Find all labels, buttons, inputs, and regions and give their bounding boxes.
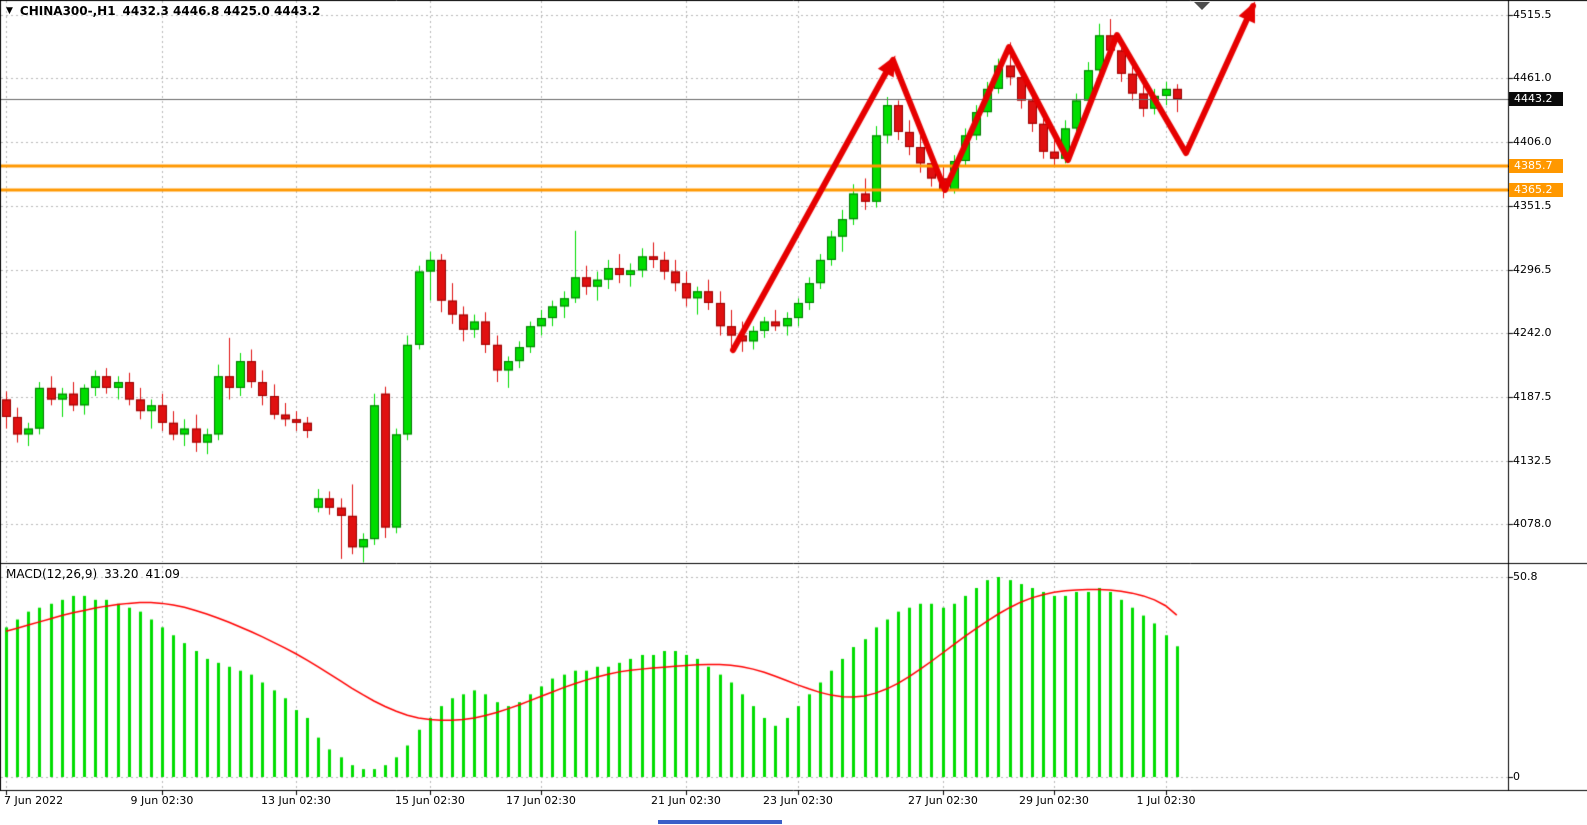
time-axis-label: 27 Jun 02:30 [908,794,978,807]
macd-axis-label: 0 [1513,770,1520,783]
bottom-blue-line [658,820,782,824]
time-axis-label: 23 Jun 02:30 [763,794,833,807]
time-axis-label: 13 Jun 02:30 [261,794,331,807]
level-price-badge: 4365.2 [1509,183,1563,197]
symbol-timeframe-label: CHINA300-,H1 [19,4,116,18]
price-axis-label: 4296.5 [1513,263,1552,276]
time-axis-label: 17 Jun 02:30 [506,794,576,807]
price-axis-label: 4515.5 [1513,8,1552,21]
price-axis-label: 4461.0 [1513,71,1552,84]
macd-indicator-label: MACD(12,26,9) 33.20 41.09 [6,567,180,581]
time-axis-label: 9 Jun 02:30 [130,794,194,807]
time-axis-label: 1 Jul 02:30 [1136,794,1196,807]
time-axis[interactable]: 7 Jun 2022 9 Jun 02:30 13 Jun 02:30 15 Jun … [0,790,1508,820]
symbol-ohlc-values: 4432.3 4446.8 4425.0 4443.2 [122,4,321,18]
time-axis-label: 15 Jun 02:30 [395,794,465,807]
macd-signal-value: 41.09 [145,567,180,581]
price-axis-label: 4406.0 [1513,135,1552,148]
price-axis-label: 4078.0 [1513,517,1552,530]
time-axis-label: 7 Jun 2022 [4,794,64,807]
price-axis-label: 4187.5 [1513,390,1552,403]
time-axis-label: 21 Jun 02:30 [651,794,721,807]
price-axis-label: 4132.5 [1513,454,1552,467]
price-axis-label: 4351.5 [1513,199,1552,212]
object-anchor-icon[interactable] [1194,2,1210,10]
time-axis-label: 29 Jun 02:30 [1019,794,1089,807]
symbol-dropdown-icon[interactable]: ▼ [6,5,13,16]
price-axis-label: 4242.0 [1513,326,1552,339]
level-price-badge: 4385.7 [1509,159,1563,173]
current-price-badge: 4443.2 [1509,92,1563,106]
price-axis[interactable]: 4515.5 4461.0 4443.2 4406.0 4385.7 4365.2 4351… [1508,0,1587,790]
macd-axis-label: 50.8 [1513,570,1538,583]
macd-name: MACD(12,26,9) [6,567,98,581]
macd-main-value: 33.20 [104,567,139,581]
symbol-info: ▼ CHINA300-,H1 4432.3 4446.8 4425.0 4443… [6,4,320,18]
